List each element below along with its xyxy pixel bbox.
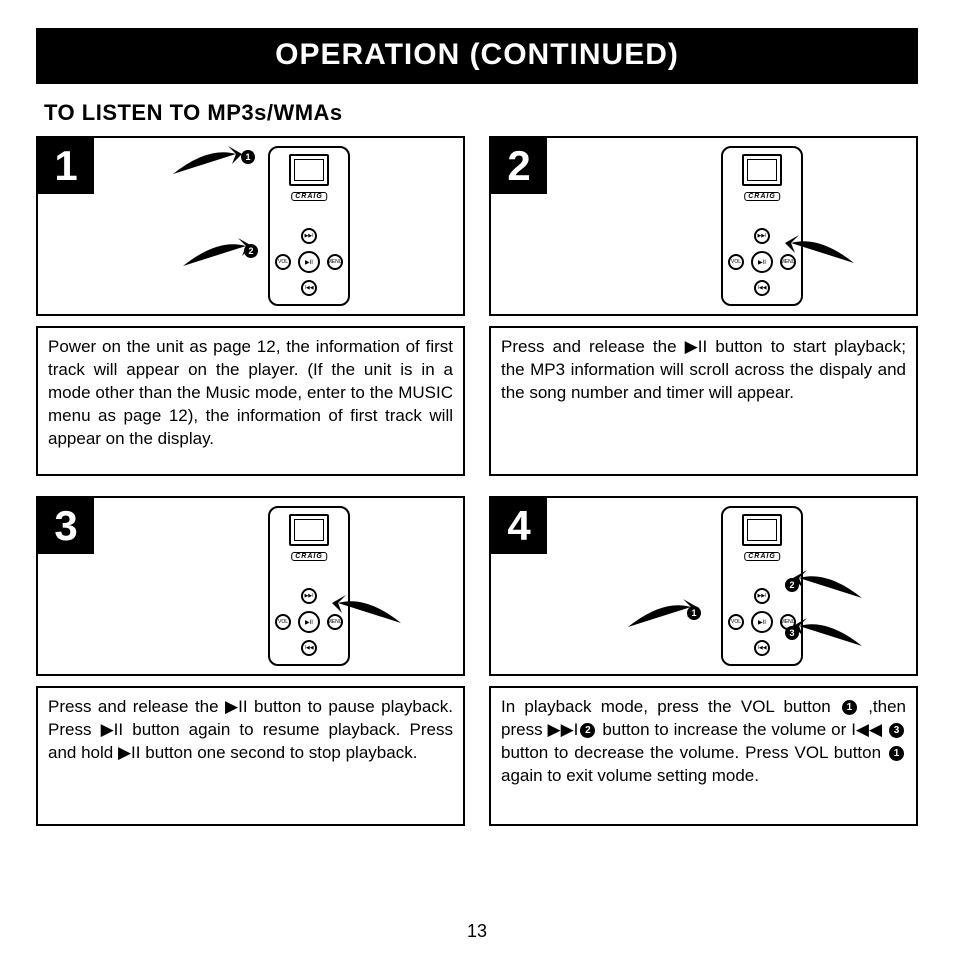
- dpad-down-icon: I◀◀: [754, 280, 770, 296]
- step-1-figure: 1 CRAIG ▶▶I I◀◀ VOL MENU ▶II 1 2: [36, 136, 465, 316]
- dpad-left-icon: VOL: [275, 254, 291, 270]
- dpad-up-icon: ▶▶I: [301, 588, 317, 604]
- arrow-icon: [787, 616, 867, 650]
- step-1-number: 1: [38, 138, 94, 194]
- step-1-text: Power on the unit as page 12, the inform…: [36, 326, 465, 476]
- step-3-number: 3: [38, 498, 94, 554]
- text-fragment: Press and release the: [48, 697, 225, 716]
- arrow-icon: [787, 568, 867, 602]
- step-1: 1 CRAIG ▶▶I I◀◀ VOL MENU ▶II 1 2 P: [36, 136, 465, 476]
- circled-3-icon: 3: [889, 723, 904, 738]
- device-brand: CRAIG: [291, 552, 327, 561]
- step-2-number: 2: [491, 138, 547, 194]
- callout-1: 1: [687, 606, 701, 620]
- callout-2: 2: [244, 244, 258, 258]
- dpad-center-icon: ▶II: [751, 611, 773, 633]
- device-dpad: ▶▶I I◀◀ VOL MENU ▶II: [732, 592, 792, 652]
- callout-2: 2: [785, 578, 799, 592]
- step-3-figure: 3 CRAIG ▶▶I I◀◀ VOL MENU ▶II: [36, 496, 465, 676]
- device-brand: CRAIG: [291, 192, 327, 201]
- circled-1-icon: 1: [842, 700, 857, 715]
- device-screen: [742, 514, 782, 546]
- step-3: 3 CRAIG ▶▶I I◀◀ VOL MENU ▶II Press and r…: [36, 496, 465, 826]
- dpad-up-icon: ▶▶I: [301, 228, 317, 244]
- dpad-up-icon: ▶▶I: [754, 228, 770, 244]
- callout-3: 3: [785, 626, 799, 640]
- text-fragment: again to exit volume setting mode.: [501, 766, 759, 785]
- step-2: 2 CRAIG ▶▶I I◀◀ VOL MENU ▶II Press and r…: [489, 136, 918, 476]
- device-brand: CRAIG: [744, 192, 780, 201]
- arrow-icon: [168, 144, 248, 178]
- ffwd-icon: ▶▶I: [548, 719, 579, 742]
- step-4: 4 CRAIG ▶▶I I◀◀ VOL MENU ▶II 1 2: [489, 496, 918, 826]
- dpad-up-icon: ▶▶I: [754, 588, 770, 604]
- dpad-down-icon: I◀◀: [301, 640, 317, 656]
- step-2-figure: 2 CRAIG ▶▶I I◀◀ VOL MENU ▶II: [489, 136, 918, 316]
- text-fragment: button to increase the volume or: [602, 720, 851, 739]
- dpad-center-icon: ▶II: [751, 251, 773, 273]
- device-brand: CRAIG: [744, 552, 780, 561]
- dpad-left-icon: VOL: [728, 614, 744, 630]
- step-4-number: 4: [491, 498, 547, 554]
- play-pause-icon: ▶II: [118, 742, 141, 765]
- rwd-icon: I◀◀: [851, 719, 882, 742]
- text-fragment: button to decrease the volume. Press VOL…: [501, 743, 887, 762]
- device-illustration: CRAIG ▶▶I I◀◀ VOL MENU ▶II: [268, 506, 350, 666]
- device-screen: [289, 514, 329, 546]
- circled-1-icon: 1: [889, 746, 904, 761]
- callout-1: 1: [241, 150, 255, 164]
- step-4-figure: 4 CRAIG ▶▶I I◀◀ VOL MENU ▶II 1 2: [489, 496, 918, 676]
- device-dpad: ▶▶I I◀◀ VOL MENU ▶II: [279, 232, 339, 292]
- dpad-left-icon: VOL: [728, 254, 744, 270]
- arrow-icon: [326, 593, 406, 627]
- text-fragment: button one second to stop playback.: [145, 743, 417, 762]
- step-3-text: Press and release the ▶II button to paus…: [36, 686, 465, 826]
- device-screen: [289, 154, 329, 186]
- device-illustration: CRAIG ▶▶I I◀◀ VOL MENU ▶II: [721, 146, 803, 306]
- dpad-right-icon: MENU: [327, 254, 343, 270]
- device-illustration: CRAIG ▶▶I I◀◀ VOL MENU ▶II: [268, 146, 350, 306]
- subsection-title: TO LISTEN TO MP3s/WMAs: [44, 100, 918, 126]
- page-number: 13: [0, 921, 954, 942]
- text-fragment: In playback mode, press the VOL button: [501, 697, 840, 716]
- circled-2-icon: 2: [580, 723, 595, 738]
- arrow-icon: [779, 233, 859, 267]
- text-fragment: Press and release the: [501, 337, 685, 356]
- play-pause-icon: ▶II: [685, 336, 708, 359]
- dpad-left-icon: VOL: [275, 614, 291, 630]
- dpad-down-icon: I◀◀: [301, 280, 317, 296]
- dpad-down-icon: I◀◀: [754, 640, 770, 656]
- section-title: OPERATION (CONTINUED): [36, 28, 918, 84]
- step-2-text: Press and release the ▶II button to star…: [489, 326, 918, 476]
- dpad-center-icon: ▶II: [298, 611, 320, 633]
- steps-grid: 1 CRAIG ▶▶I I◀◀ VOL MENU ▶II 1 2 P: [36, 136, 918, 826]
- play-pause-icon: ▶II: [225, 696, 248, 719]
- play-pause-icon: ▶II: [101, 719, 124, 742]
- step-4-text: In playback mode, press the VOL button 1…: [489, 686, 918, 826]
- dpad-center-icon: ▶II: [298, 251, 320, 273]
- device-screen: [742, 154, 782, 186]
